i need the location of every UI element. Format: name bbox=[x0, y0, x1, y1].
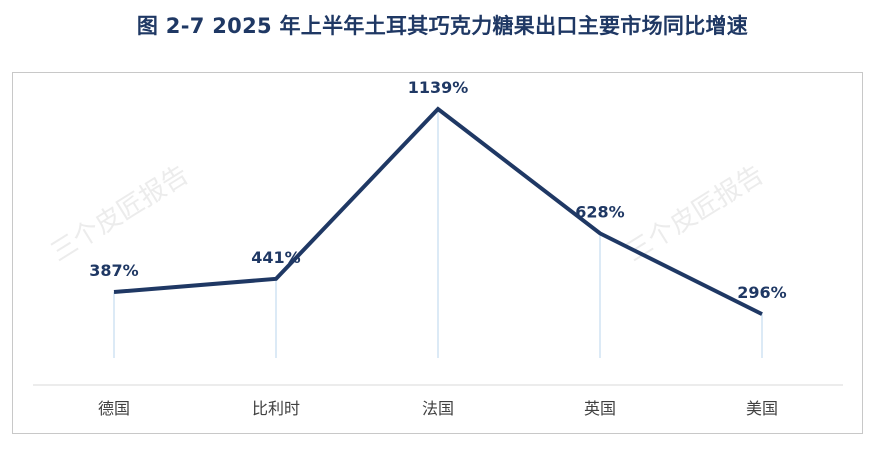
data-label: 296% bbox=[737, 283, 786, 302]
data-label: 387% bbox=[89, 261, 138, 280]
x-tick-label: 比利时 bbox=[252, 399, 300, 418]
x-tick-label: 德国 bbox=[98, 399, 130, 418]
series bbox=[113, 106, 763, 316]
drop-lines bbox=[113, 109, 763, 358]
point-labels: 387% 441% 1139% 628% 296% bbox=[89, 78, 786, 302]
x-tick-label: 美国 bbox=[746, 399, 778, 418]
series-line bbox=[113, 106, 763, 316]
chart-title: 图 2-7 2025 年上半年土耳其巧克力糖果出口主要市场同比增速 bbox=[136, 14, 749, 38]
watermark: 三个皮匠报告 bbox=[46, 160, 194, 268]
data-label: 441% bbox=[251, 248, 300, 267]
watermark: 三个皮匠报告 bbox=[621, 160, 769, 268]
x-tick-label: 英国 bbox=[584, 399, 616, 418]
data-label: 628% bbox=[575, 202, 624, 221]
chart-frame bbox=[12, 72, 863, 434]
x-tick-label: 法国 bbox=[422, 399, 454, 418]
data-label: 1139% bbox=[408, 78, 469, 97]
x-tick-labels: 德国 比利时 法国 英国 美国 bbox=[98, 399, 778, 418]
watermarks: 三个皮匠报告 三个皮匠报告 bbox=[46, 160, 769, 268]
